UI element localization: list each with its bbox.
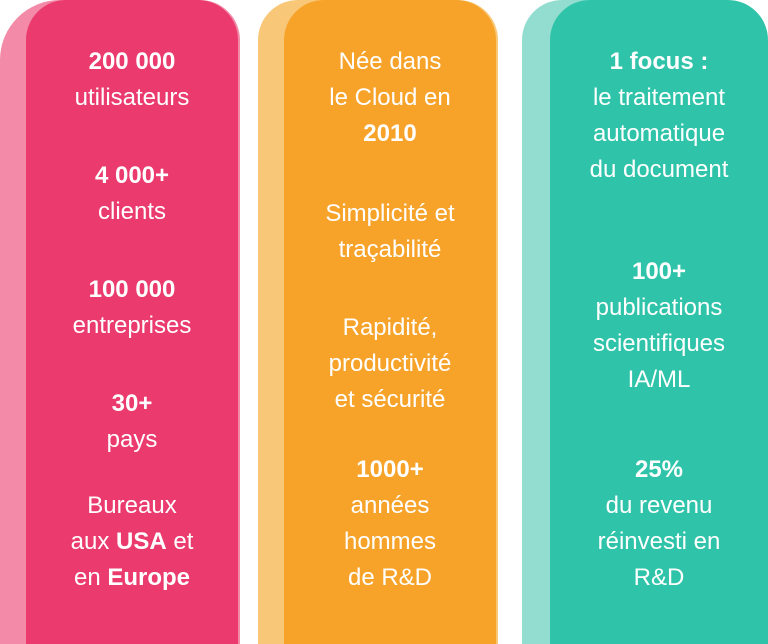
pub-line-2: publications [595, 294, 723, 321]
simplicity-block: Simplicité et traçabilité [284, 196, 496, 268]
stat-countries: 30+ pays [26, 386, 238, 458]
orange-card [284, 0, 496, 644]
focus-line-4: du document [589, 156, 729, 183]
stat-label: clients [97, 198, 167, 225]
publications-block: 100+ publications scientifiques IA/ML [550, 254, 768, 398]
stat-value: 200 000 [88, 48, 176, 75]
stat-label: pays [106, 426, 158, 453]
offices-line-3: en Europe [26, 560, 238, 596]
stat-value: 100 000 [88, 276, 176, 303]
pub-line-4: IA/ML [627, 366, 691, 393]
speed-block: Rapidité, productivité et sécurité [284, 310, 496, 418]
revenue-block: 25% du revenu réinvesti en R&D [550, 452, 768, 596]
founded-year: 2010 [363, 120, 417, 147]
stat-value: 25% [634, 456, 684, 483]
pub-line-3: scientifiques [592, 330, 726, 357]
stat-label: entreprises [72, 312, 192, 339]
stat-companies: 100 000 entreprises [26, 272, 238, 344]
stat-offices: Bureaux aux USA et en Europe [26, 488, 238, 596]
stat-label: utilisateurs [74, 84, 190, 111]
founded-line-2: le Cloud en [329, 84, 451, 111]
founded-block: Née dans le Cloud en 2010 [284, 44, 496, 152]
text: aux [70, 528, 116, 555]
simplicity-line-2: traçabilité [338, 236, 442, 263]
rev-line-2: du revenu [605, 492, 713, 519]
rev-line-4: R&D [633, 564, 685, 591]
simplicity-line-1: Simplicité et [325, 200, 455, 227]
rd-line-3: hommes [343, 528, 437, 555]
speed-line-1: Rapidité, [342, 314, 438, 341]
stat-value: 4 000+ [94, 162, 170, 189]
text: et [166, 528, 194, 555]
speed-line-3: et sécurité [334, 386, 446, 413]
focus-line-2: le traitement [592, 84, 726, 111]
founded-line-1: Née dans [338, 48, 442, 75]
rd-line-4: de R&D [347, 564, 433, 591]
stat-users: 200 000 utilisateurs [26, 44, 238, 116]
focus-line-3: automatique [592, 120, 726, 147]
focus-block: 1 focus : le traitement automatique du d… [550, 44, 768, 188]
pink-card [26, 0, 238, 644]
stat-value: 30+ [111, 390, 153, 417]
offices-line-1: Bureaux [87, 492, 177, 519]
stat-value: 1000+ [356, 456, 424, 483]
rd-line-2: années [350, 492, 430, 519]
stat-value: 100+ [631, 258, 687, 285]
text: en [73, 564, 108, 591]
focus-title: 1 focus : [609, 48, 709, 75]
offices-line-2: aux USA et [26, 524, 238, 560]
stat-clients: 4 000+ clients [26, 158, 238, 230]
region-europe: Europe [107, 564, 191, 591]
region-usa: USA [116, 528, 167, 555]
rev-line-3: réinvesti en [597, 528, 721, 555]
speed-line-2: productivité [328, 350, 452, 377]
rd-years-block: 1000+ années hommes de R&D [284, 452, 496, 596]
teal-card [550, 0, 768, 644]
